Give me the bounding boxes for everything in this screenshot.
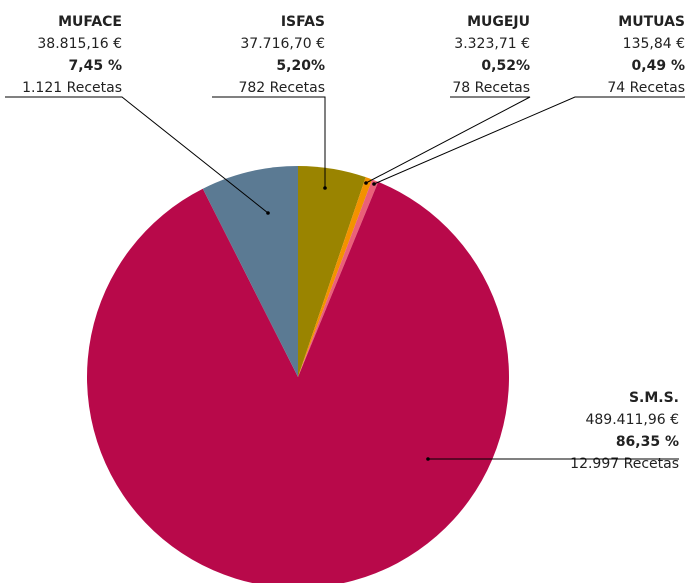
leader-dot (323, 186, 327, 190)
slice-prescriptions: 12.997 Recetas (570, 456, 679, 472)
leader-dot (372, 182, 376, 186)
slice-amount: 3.323,71 € (454, 36, 530, 52)
slice-amount: 135,84 € (623, 36, 685, 52)
leader-line (212, 96, 326, 188)
pie-slice (298, 166, 366, 377)
leader-line (365, 96, 531, 184)
leader-line (373, 96, 685, 185)
slice-prescriptions: 78 Recetas (452, 80, 530, 96)
slice-name: MUTUAS (618, 14, 685, 30)
pie-slice (298, 179, 379, 377)
slice-amount: 489.411,96 € (585, 412, 679, 428)
leader-line (5, 96, 269, 214)
slice-name: MUFACE (58, 14, 122, 30)
slice-percent: 86,35 % (616, 434, 679, 450)
slice-percent: 5,20% (276, 58, 325, 74)
slice-name: S.M.S. (629, 390, 679, 406)
slice-prescriptions: 1.121 Recetas (22, 80, 122, 96)
pie-slice (87, 181, 509, 583)
leader-dot (266, 211, 270, 215)
slice-prescriptions: 74 Recetas (607, 80, 685, 96)
slice-name: MUGEJU (467, 14, 530, 30)
slice-amount: 38.815,16 € (37, 36, 122, 52)
pie-slice (298, 177, 373, 377)
slice-percent: 7,45 % (69, 58, 122, 74)
leader-dot (426, 457, 430, 461)
slice-name: ISFAS (281, 14, 325, 30)
slice-percent: 0,52% (481, 58, 530, 74)
slice-amount: 37.716,70 € (240, 36, 325, 52)
slice-percent: 0,49 % (632, 58, 685, 74)
slice-prescriptions: 782 Recetas (238, 80, 325, 96)
pie-slice (202, 166, 298, 377)
leader-dot (364, 181, 368, 185)
